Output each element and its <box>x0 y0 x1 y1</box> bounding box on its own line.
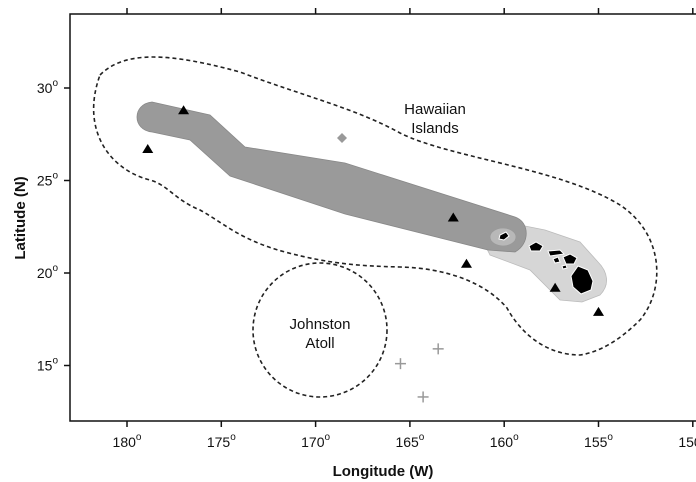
x-tick-label: 155o <box>584 432 613 450</box>
y-tick-label: 20o <box>37 263 59 281</box>
northwestern-islands-band <box>136 101 527 253</box>
triangle-marker <box>447 212 459 222</box>
molokai-island <box>547 249 566 257</box>
cross-markers <box>394 343 444 403</box>
plot-frame <box>69 13 696 422</box>
x-axis-ticks: 180o 175o 170o 165o 160o 155o 150o <box>113 8 696 450</box>
cross-marker <box>432 343 444 355</box>
x-tick-label: 165o <box>395 432 424 450</box>
y-axis-ticks: 15o 20o 25o 30o <box>37 78 70 374</box>
x-tick-label: 150o <box>678 432 696 450</box>
johnston-atoll-label-line1: Johnston <box>290 316 351 333</box>
y-axis-title: Latitude (N) <box>12 176 29 259</box>
hawaiian-islands-label-line1: Hawaiian <box>404 101 466 118</box>
triangle-marker <box>178 105 190 115</box>
y-tick-label: 30o <box>37 78 59 96</box>
triangle-marker <box>142 144 154 154</box>
diamond-marker <box>337 132 348 143</box>
x-tick-label: 160o <box>490 432 519 450</box>
y-tick-label: 25o <box>37 171 59 189</box>
x-tick-label: 180o <box>113 432 142 450</box>
x-tick-label: 175o <box>207 432 236 450</box>
johnston-atoll-boundary <box>252 262 388 398</box>
kahoolawe-island <box>561 264 568 270</box>
hawaiian-islands-label-line2: Islands <box>411 120 459 137</box>
hawaii-big-island <box>570 265 594 295</box>
triangle-markers <box>142 105 604 316</box>
diamond-markers <box>337 132 348 143</box>
kauai-island <box>498 231 510 241</box>
maui-island <box>562 253 578 265</box>
triangle-marker <box>593 306 604 316</box>
johnston-atoll-label-line2: Atoll <box>305 335 334 352</box>
lanai-island <box>552 256 561 264</box>
x-axis-title: Longitude (W) <box>333 463 434 480</box>
triangle-marker <box>549 282 561 292</box>
oahu-island <box>528 241 544 252</box>
hawaiian-islands-boundary <box>92 56 658 356</box>
cross-marker <box>394 358 406 370</box>
x-tick-label: 170o <box>301 432 330 450</box>
cross-marker <box>417 391 429 403</box>
y-tick-label: 15o <box>37 356 59 374</box>
triangle-marker <box>460 258 472 268</box>
